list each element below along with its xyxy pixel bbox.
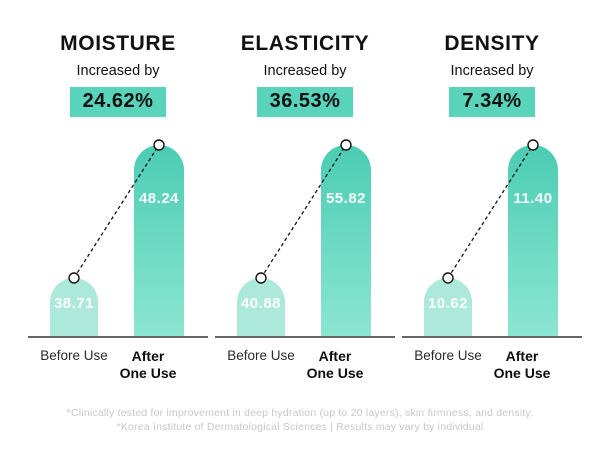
bar-plot: 10.62 11.40 [402,138,582,338]
before-label: Before Use [414,348,482,363]
data-point-marker [340,139,352,151]
trend-connector [68,139,165,284]
before-bar [237,278,285,336]
after-bar-value: 55.82 [325,190,367,207]
data-point-marker [68,272,80,284]
chart-subtitle: Increased by [450,63,534,79]
chart-title: ELASTICITY [240,32,370,55]
after-label-line2: One Use [119,364,177,381]
bar-plot: 38.71 48.24 [28,138,208,338]
trend-connector [442,139,539,284]
after-label-line2: One Use [306,364,364,381]
footnote: *Clinically tested for improvement in de… [0,406,600,434]
before-bar [50,278,98,336]
baseline-axis [215,336,395,338]
before-label: Before Use [40,348,108,363]
after-label-line2: One Use [493,364,551,381]
data-point-marker [527,139,539,151]
before-bar [424,278,472,336]
after-label-line1: After [318,348,352,364]
chart-elasticity: ELASTICITY Increased by 36.53% 40.88 55.… [215,32,395,389]
footnote-line2: *Korea Institute of Dermatological Scien… [116,421,484,434]
data-point-marker [255,272,267,284]
charts-row: MOISTURE Increased by 24.62% 38.71 48.24… [28,32,582,389]
before-label: Before Use [227,348,295,363]
before-bar-value: 10.62 [427,295,469,312]
after-bar [134,145,184,336]
after-bar-value: 11.40 [513,190,553,207]
after-label: After One Use [487,348,557,382]
before-bar-value: 38.71 [53,295,95,312]
chart-title: MOISTURE [60,32,176,55]
chart-moisture: MOISTURE Increased by 24.62% 38.71 48.24… [28,32,208,389]
after-label: After One Use [300,348,370,382]
before-bar-value: 40.88 [240,295,282,312]
axis-labels: Before Use After One Use [402,347,582,389]
data-point-marker [153,139,165,151]
after-label-line1: After [131,348,165,364]
after-label-line1: After [505,348,539,364]
chart-subtitle: Increased by [76,63,160,79]
bar-plot: 40.88 55.82 [215,138,395,338]
trend-connector [255,139,352,284]
percent-badge: 7.34% [449,87,535,117]
after-bar [321,145,371,336]
after-bar [508,145,558,336]
chart-title: DENSITY [444,32,540,55]
percent-badge: 24.62% [69,87,167,117]
chart-density: DENSITY Increased by 7.34% 10.62 11.40 B… [402,32,582,389]
after-label: After One Use [113,348,183,382]
after-bar-value: 48.24 [138,190,180,207]
chart-subtitle: Increased by [263,63,347,79]
percent-badge: 36.53% [256,87,354,117]
data-point-marker [442,272,454,284]
footnote-line1: *Clinically tested for improvement in de… [66,407,534,419]
baseline-axis [28,336,208,338]
axis-labels: Before Use After One Use [215,347,395,389]
baseline-axis [402,336,582,338]
axis-labels: Before Use After One Use [28,347,208,389]
